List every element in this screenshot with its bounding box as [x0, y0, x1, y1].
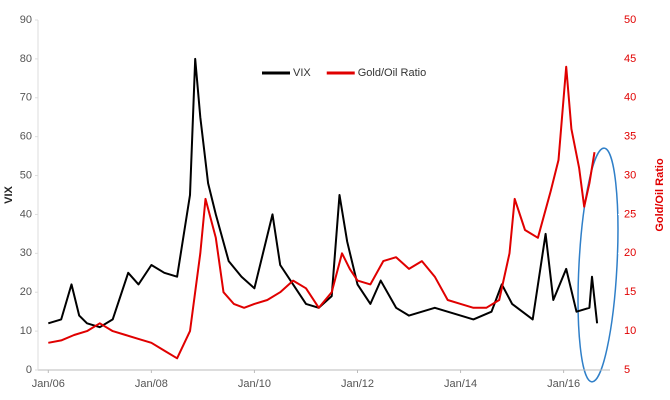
- y2-tick-label: 25: [624, 208, 636, 220]
- series-line: [48, 65, 596, 360]
- y-tick-label: 30: [20, 247, 32, 259]
- y-tick-label: 40: [20, 208, 32, 220]
- y2-tick-label: 30: [624, 169, 636, 181]
- y2-tick-label: 35: [624, 131, 636, 143]
- y-tick-label: 80: [20, 53, 32, 65]
- x-tick-label: Jan/12: [341, 378, 374, 390]
- y-axis-title: VIX: [3, 185, 15, 203]
- x-tick-label: Jan/14: [444, 378, 477, 390]
- y2-tick-label: 40: [624, 92, 636, 104]
- y2-tick-label: 45: [624, 53, 636, 65]
- y-tick-label: 60: [20, 131, 32, 143]
- y2-tick-label: 50: [624, 14, 636, 26]
- highlight-ellipse: [577, 147, 619, 383]
- x-tick-label: Jan/08: [135, 378, 168, 390]
- y2-tick-label: 20: [624, 247, 636, 259]
- y-tick-label: 50: [20, 169, 32, 181]
- legend-label: Gold/Oil Ratio: [358, 67, 426, 79]
- y2-tick-label: 5: [624, 364, 630, 376]
- x-tick-label: Jan/16: [547, 378, 580, 390]
- legend-label: VIX: [293, 67, 311, 79]
- y-tick-label: 10: [20, 325, 32, 337]
- y-tick-label: 70: [20, 92, 32, 104]
- y-tick-label: 20: [20, 286, 32, 298]
- y2-tick-label: 15: [624, 286, 636, 298]
- y2-axis-title: Gold/Oil Ratio: [654, 158, 666, 232]
- series-line: [48, 57, 599, 329]
- y2-tick-label: 10: [624, 325, 636, 337]
- y-tick-label: 90: [20, 14, 32, 26]
- y-tick-label: 0: [26, 364, 32, 376]
- x-tick-label: Jan/10: [238, 378, 271, 390]
- x-tick-label: Jan/06: [32, 378, 65, 390]
